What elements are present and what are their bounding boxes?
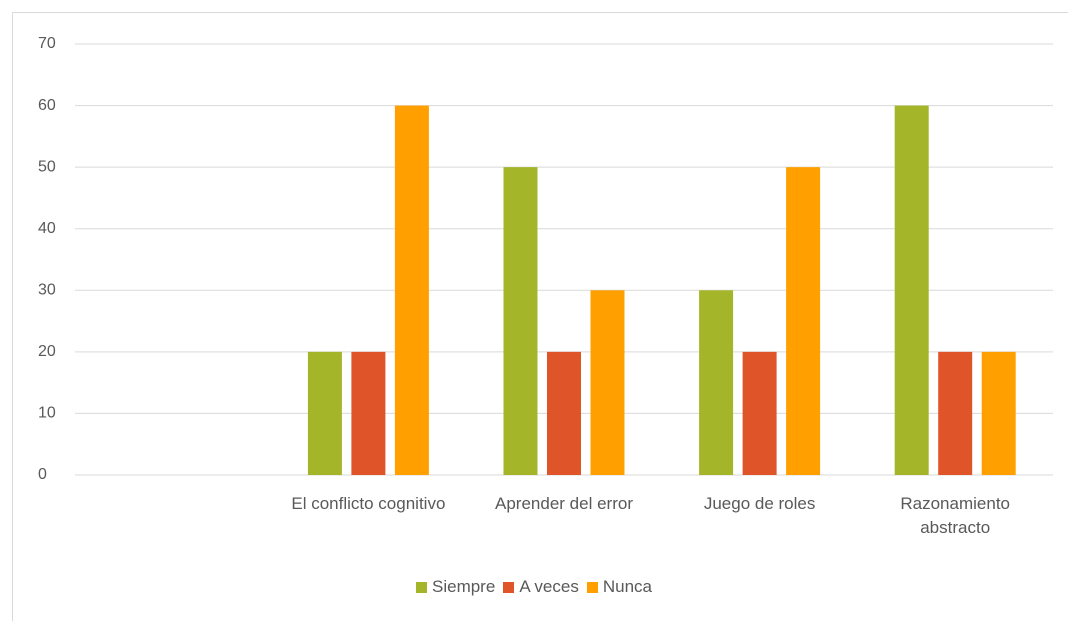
bar — [503, 167, 538, 475]
y-tick-label: 70 — [38, 35, 56, 52]
bar — [938, 351, 973, 475]
legend-label: Nunca — [602, 577, 652, 596]
y-tick-label: 40 — [38, 220, 56, 237]
x-tick-label: El conflicto cognitivo — [291, 494, 446, 513]
y-tick-label: 30 — [38, 282, 56, 299]
bar — [351, 351, 386, 475]
y-tick-label: 20 — [38, 343, 56, 360]
bar — [547, 351, 581, 475]
legend-swatch — [503, 581, 515, 593]
bar — [894, 105, 929, 476]
legend: Siempre A veces Nunca — [0, 577, 1068, 598]
legend-label: Siempre — [432, 577, 496, 596]
legend-swatch — [416, 581, 427, 593]
legend-item: A veces — [503, 577, 579, 597]
legend-item: Nunca — [586, 577, 652, 597]
x-tick-label: Juego de roles — [703, 494, 816, 513]
bar — [307, 351, 342, 475]
legend-label: A veces — [519, 577, 579, 596]
bar — [742, 351, 777, 475]
y-tick-label: 10 — [38, 405, 56, 422]
bar — [699, 290, 734, 475]
bar — [590, 290, 625, 475]
x-tick-label: Aprender del error — [495, 494, 633, 513]
bar — [394, 105, 429, 476]
y-tick-label: 0 — [38, 466, 47, 483]
x-tick-label: Razonamiento abstracto — [900, 494, 1010, 537]
bar — [786, 167, 821, 475]
legend-item: Siempre — [416, 577, 495, 597]
bar — [981, 351, 1016, 475]
y-tick-label: 60 — [38, 97, 56, 114]
legend-swatch — [586, 581, 598, 593]
chart-border — [12, 12, 1068, 621]
y-tick-label: 50 — [38, 158, 56, 175]
